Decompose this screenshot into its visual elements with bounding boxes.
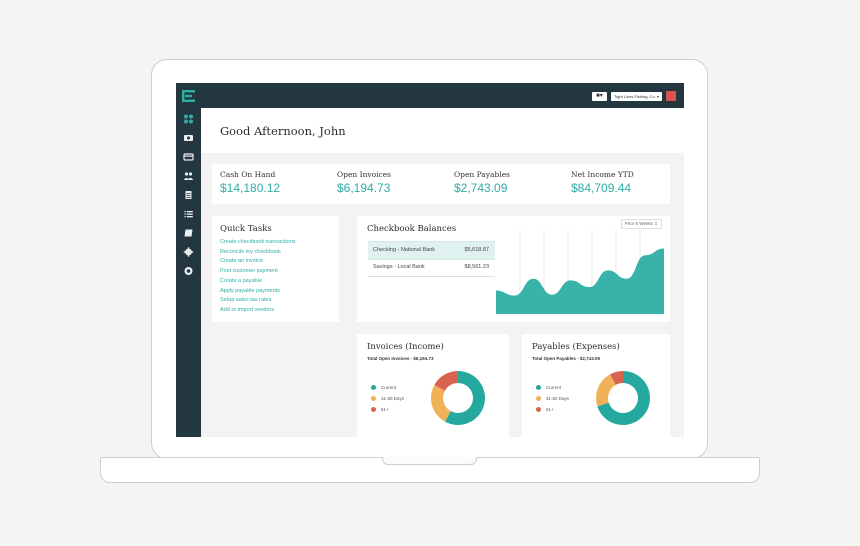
legend-61-plus: 61+ [536,404,569,415]
stat-value: $84,709.44 [571,181,632,195]
legend-current: Current [371,382,404,393]
checkbook-title: Checkbook Balances [367,224,457,234]
dashboard-icon[interactable] [183,114,194,124]
balance-area-chart [496,230,664,314]
stat-label: Open Payables [454,170,510,179]
logout-button[interactable] [666,91,676,101]
legend-label: Current [381,385,397,390]
legend-dot-31-60 [536,396,541,401]
company-name: Tight Lines Fishing, Co. [614,93,656,99]
stat-net-income-ytd: Net Income YTD $84,709.44 [571,170,634,195]
invoices-donut-chart [431,371,485,425]
quick-tasks-list: Create checkbook transactions Reconcile … [220,238,296,316]
app-screen: ■▾ Tight Lines Fishing, Co. ▾ Good After… [176,83,684,437]
people-icon[interactable] [183,171,194,181]
stat-open-invoices: Open Invoices $6,194.73 [337,170,391,195]
user-icon: ■▾ [596,92,603,99]
task-link[interactable]: Create checkbook transactions [220,239,296,245]
stat-label: Cash On Hand [220,170,276,179]
greeting-title: Good Afternoon, John [220,124,346,138]
balance-row-checking[interactable]: Checking - National Bank $5,618.87 [368,241,495,260]
credit-card-icon[interactable] [183,152,194,162]
account-name: Savings - Local Bank [373,264,425,270]
legend-dot-61-plus [536,407,541,412]
list-icon[interactable] [183,209,194,219]
donut-slice-61- [609,371,623,385]
balance-row-savings[interactable]: Savings - Local Bank $8,561.23 [368,259,495,277]
donut-slice-current [597,371,650,425]
stat-value: $2,743.09 [454,181,508,195]
chart-area-series [496,248,664,314]
sidebar [176,108,201,437]
task-link[interactable]: Add or import vendors [220,306,275,313]
logo-icon[interactable] [181,89,196,103]
help-icon[interactable] [183,266,194,276]
task-link[interactable]: Setup sales tax rates [220,297,272,304]
payables-subtitle: Total Open Payables - $2,743.09 [532,356,600,361]
account-name: Checking - National Bank [373,247,436,253]
legend-31-60: 31-60 Days [536,393,569,404]
payables-donut-chart [596,371,650,425]
task-link[interactable]: Create a payable [220,277,262,284]
top-controls: ■▾ Tight Lines Fishing, Co. ▾ [592,91,676,101]
legend-label: 31-60 Days [381,396,405,401]
legend-dot-31-60 [371,396,376,401]
greeting-header: Good Afternoon, John [201,108,684,153]
stats-summary: Cash On Hand $14,180.12 Open Invoices $6… [212,164,670,204]
legend-61-plus: 61+ [371,404,404,415]
legend-dot-current [536,385,541,390]
legend-dot-61-plus [371,407,376,412]
user-menu-button[interactable]: ■▾ [592,91,607,101]
stat-label: Net Income YTD [571,170,634,179]
account-balance: $8,561.23 [464,264,489,270]
document-icon[interactable] [183,190,194,200]
laptop-notch [382,457,477,465]
legend-label: 61+ [546,407,554,412]
invoices-subtitle: Total Open Invoices - $6,194.73 [367,356,434,361]
legend-label: 31-60 Days [546,396,570,401]
legend-label: 61+ [381,407,389,412]
company-select[interactable]: Tight Lines Fishing, Co. ▾ [611,91,662,101]
legend-31-60: 31-60 Days [371,393,404,404]
donut-slice-31-60-days [596,374,616,407]
legend-label: Current [546,385,562,390]
legend-dot-current [371,385,376,390]
stat-cash-on-hand: Cash On Hand $14,180.12 [220,170,280,195]
invoices-card: Invoices (Income) Total Open Invoices - … [357,334,509,437]
stat-label: Open Invoices [337,170,392,179]
quick-tasks-card: Quick Tasks Create checkbook transaction… [212,216,339,322]
settings-icon[interactable] [183,247,194,257]
task-link[interactable]: Apply payable payments [220,287,280,294]
invoices-title: Invoices (Income) [367,342,444,352]
period-select[interactable]: Prior 6 Weeks ⇳ [620,219,662,229]
period-label: Prior 6 Weeks [624,221,653,226]
payables-card: Payables (Expenses) Total Open Payables … [522,334,670,437]
donut-slice-31-60-days [431,384,451,422]
stat-value: $14,180.12 [220,181,281,195]
invoices-legend: Current 31-60 Days 61+ [371,382,404,415]
top-bar: ■▾ Tight Lines Fishing, Co. ▾ [176,83,684,108]
legend-current: Current [536,382,569,393]
money-icon[interactable] [183,133,194,143]
quick-tasks-title: Quick Tasks [220,224,272,234]
donut-slice-61- [434,371,458,391]
task-link[interactable]: Post customer payment [220,268,278,275]
stat-value: $6,194.73 [337,181,391,195]
payables-title: Payables (Expenses) [532,342,620,352]
donut-slice-current [444,371,485,425]
checkbook-balances-card: Checkbook Balances Prior 6 Weeks ⇳ Check… [357,216,670,322]
task-link[interactable]: Create an invoice [220,258,263,265]
checkbook-icon[interactable] [183,228,194,238]
task-link[interactable]: Reconcile my checkbook [220,248,281,255]
account-balance: $5,618.87 [464,247,489,253]
payables-legend: Current 31-60 Days 61+ [536,382,569,415]
stat-open-payables: Open Payables $2,743.09 [454,170,510,195]
